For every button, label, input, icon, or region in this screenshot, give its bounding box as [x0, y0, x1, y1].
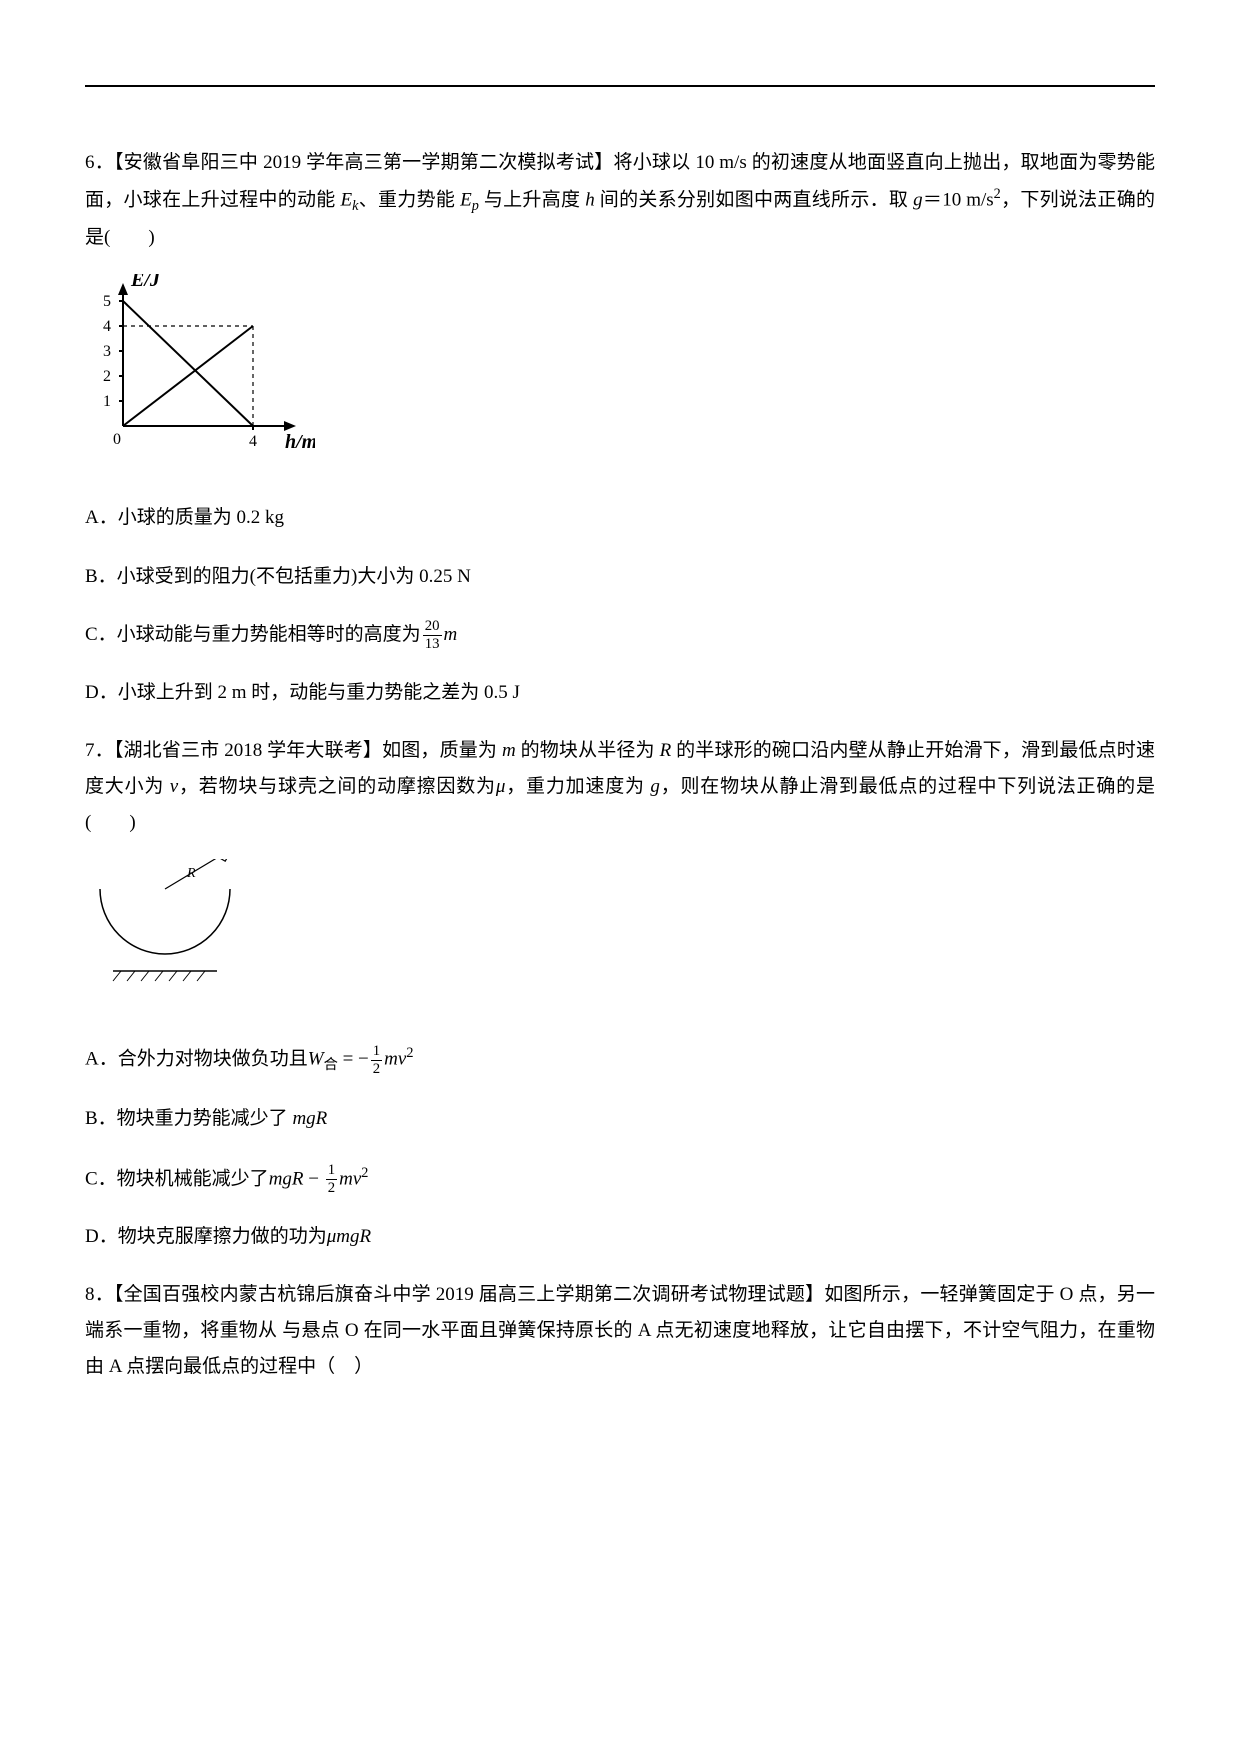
q6-c-den: 13 — [423, 635, 442, 652]
q7-mu: μ — [496, 776, 506, 797]
q7-stem: 7．【湖北省三市 2018 学年大联考】如图，质量为 m 的物块从半径为 R 的… — [85, 733, 1155, 841]
q7-g: g — [650, 776, 660, 797]
q6-stem-e: ＝10 m/s — [923, 189, 994, 210]
q6-sup2: 2 — [994, 186, 1001, 202]
q7-source: 湖北省三市 2018 学年大联考 — [124, 740, 363, 761]
q7-b-pre: B．物块重力势能减少了 — [85, 1108, 292, 1129]
q7-d-mgR: mgR — [336, 1226, 371, 1247]
q7-a-eq: = − — [338, 1049, 369, 1070]
q7-a-Wsub: 合 — [324, 1057, 338, 1073]
q6-c-frac: 2013 — [423, 619, 442, 652]
q6-c-pre: C．小球动能与重力势能相等时的高度为 — [85, 624, 421, 645]
q7-stem-d: ，若物块与球壳之间的动摩擦因数为 — [178, 776, 496, 797]
q7-stem-e: ，重力加速度为 — [505, 776, 650, 797]
q7-diagram: R — [85, 859, 1155, 1012]
svg-text:3: 3 — [103, 343, 111, 360]
q6-option-d: D．小球上升到 2 m 时，动能与重力势能之差为 0.5 J — [85, 675, 1155, 711]
q6-c-m: m — [444, 624, 458, 645]
q8-stem: 8．【全国百强校内蒙古杭锦后旗奋斗中学 2019 届高三上学期第二次调研考试物理… — [85, 1277, 1155, 1385]
q6-Ek-E: E — [341, 189, 353, 210]
q6-c-num: 20 — [423, 619, 442, 635]
q6-stem-b: 、重力势能 — [358, 189, 460, 210]
q7-v: v — [170, 776, 178, 797]
q7-c-mgR: mgR — [269, 1168, 304, 1189]
q7-a-num: 1 — [371, 1044, 382, 1060]
q6-stem-d: 间的关系分别如图中两直线所示．取 — [595, 189, 913, 210]
q7-a-W: W — [308, 1049, 324, 1070]
q7-src-close: 】 — [363, 740, 382, 761]
svg-text:E/J: E/J — [130, 274, 161, 291]
q7-d-pre: D．物块克服摩擦力做的功为 — [85, 1226, 327, 1247]
q7-stem-a: 如图，质量为 — [382, 740, 502, 761]
q6-stem: 6．【安徽省阜阳三中 2019 学年高三第一学期第二次模拟考试】将小球以 10 … — [85, 145, 1155, 256]
q7-number: 7 — [85, 740, 95, 761]
svg-text:2: 2 — [103, 368, 111, 385]
svg-text:0: 0 — [113, 431, 121, 448]
q6-Ep-E: E — [460, 189, 472, 210]
q7-c-den: 2 — [326, 1179, 337, 1196]
q7-R: R — [660, 740, 672, 761]
q7-a-frac: 12 — [371, 1044, 382, 1077]
q7-c-mv: mv — [339, 1168, 361, 1189]
top-rule — [85, 85, 1155, 87]
q6-source: 安徽省阜阳三中 2019 学年高三第一学期第二次模拟考试 — [124, 152, 595, 173]
q7-stem-b: 的物块从半径为 — [516, 740, 660, 761]
svg-text:4: 4 — [249, 433, 257, 450]
q7-c-frac: 12 — [326, 1163, 337, 1196]
svg-text:1: 1 — [103, 393, 111, 410]
q6-src-close: 】 — [594, 152, 613, 173]
q7-a-mv: mv — [384, 1049, 406, 1070]
q6-src-open: 【 — [114, 152, 124, 173]
page-content: 6．【安徽省阜阳三中 2019 学年高三第一学期第二次模拟考试】将小球以 10 … — [85, 145, 1155, 1385]
q8-src-open: 【 — [114, 1284, 124, 1305]
q7-m: m — [502, 740, 516, 761]
svg-text:4: 4 — [103, 318, 111, 335]
q6-Ep-p: p — [472, 198, 479, 214]
q7-diagram-svg: R — [85, 859, 255, 999]
q6-chart: 1 2 3 4 5 0 4 E/J h/m — [85, 274, 1155, 472]
q7-d-mu: μ — [327, 1226, 337, 1247]
q7-c-sup2: 2 — [361, 1165, 368, 1181]
q8-src-close: 】 — [805, 1284, 824, 1305]
q7-option-d: D．物块克服摩擦力做的功为μmgR — [85, 1219, 1155, 1255]
q6-stem-c: 与上升高度 — [479, 189, 585, 210]
q6-option-c: C．小球动能与重力势能相等时的高度为2013m — [85, 617, 1155, 653]
svg-text:R: R — [186, 866, 196, 881]
q6-h: h — [585, 189, 595, 210]
svg-text:5: 5 — [103, 293, 111, 310]
svg-text:h/m: h/m — [285, 431, 315, 453]
q7-a-pre: A．合外力对物块做负功且 — [85, 1049, 308, 1070]
q6-number: 6 — [85, 152, 95, 173]
q6-chart-svg: 1 2 3 4 5 0 4 E/J h/m — [85, 274, 315, 459]
q7-option-a: A．合外力对物块做负功且W合 = −12mv2 — [85, 1040, 1155, 1079]
q7-option-b: B．物块重力势能减少了 mgR — [85, 1101, 1155, 1137]
q7-option-c: C．物块机械能减少了mgR − 12mv2 — [85, 1160, 1155, 1197]
q7-c-num: 1 — [326, 1163, 337, 1179]
q6-option-a: A．小球的质量为 0.2 kg — [85, 500, 1155, 536]
q7-c-pre: C．物块机械能减少了 — [85, 1168, 269, 1189]
q6-g: g — [913, 189, 923, 210]
q7-src-open: 【 — [114, 740, 124, 761]
q7-c-minus: − — [304, 1168, 324, 1189]
q7-a-den: 2 — [371, 1060, 382, 1077]
q6-option-b: B．小球受到的阻力(不包括重力)大小为 0.25 N — [85, 559, 1155, 595]
q8-source: 全国百强校内蒙古杭锦后旗奋斗中学 2019 届高三上学期第二次调研考试物理试题 — [124, 1284, 806, 1305]
q7-b-mgR: mgR — [292, 1108, 327, 1129]
q7-a-sup2: 2 — [406, 1045, 413, 1061]
q8-number: 8 — [85, 1284, 95, 1305]
